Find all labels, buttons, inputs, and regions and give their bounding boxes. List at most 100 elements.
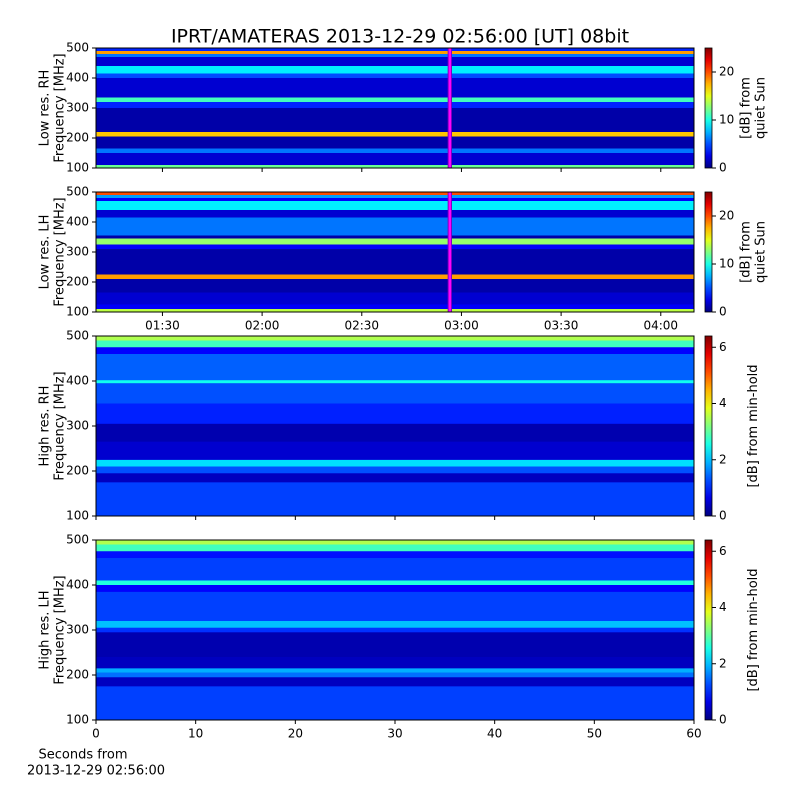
heatmap-band — [96, 677, 694, 687]
heatmap-band — [96, 340, 694, 348]
y-axis-label: High res. RHFrequency [MHz] — [37, 371, 67, 480]
time-marker — [447, 47, 452, 169]
y-axis-label: Low res. RHFrequency [MHz] — [37, 53, 67, 162]
heatmap-band — [96, 73, 694, 78]
heatmap-band — [96, 165, 694, 168]
y-tick-label: 100 — [66, 713, 89, 727]
heatmap-band — [96, 54, 694, 57]
y-tick-label: 200 — [66, 464, 89, 478]
y-tick-label: 500 — [66, 329, 89, 343]
heatmap-band — [96, 51, 694, 54]
heatmap-band — [96, 441, 694, 460]
y-tick-label: 400 — [66, 374, 89, 388]
x-tick-label: 50 — [587, 727, 602, 741]
heatmap-band — [96, 153, 694, 165]
y-tick-label: 300 — [66, 245, 89, 259]
heatmap-band — [96, 132, 694, 137]
heatmap-band — [96, 544, 694, 552]
heatmap-band — [96, 466, 694, 474]
heatmap-band — [96, 621, 694, 628]
y-tick-label: 400 — [66, 578, 89, 592]
heatmap-band — [96, 97, 694, 102]
colorbar-tick-label: 0 — [719, 161, 727, 175]
heatmap-band — [96, 66, 694, 74]
colorbar-tick-label: 6 — [719, 340, 727, 354]
heatmap-band — [96, 210, 694, 218]
x-tick-label: 03:30 — [544, 319, 579, 333]
heatmap-band — [96, 383, 694, 404]
heatmap-band — [96, 217, 694, 236]
heatmap-band — [96, 668, 694, 673]
heatmap-band — [96, 354, 694, 381]
colorbar-label: [dB] fromquiet Sun — [738, 77, 768, 139]
heatmap-band — [96, 585, 694, 592]
heatmap-band — [96, 672, 694, 678]
colorbar-tick-label: 0 — [719, 305, 727, 319]
x-axis-label: Seconds from — [38, 748, 127, 763]
y-tick-label: 500 — [66, 185, 89, 199]
heatmap-band — [96, 274, 694, 279]
colorbar-tick-label: 2 — [719, 656, 727, 670]
y-tick-label: 400 — [66, 71, 89, 85]
y-axis-label: High res. LHFrequency [MHz] — [37, 575, 67, 684]
heatmap-band — [96, 195, 694, 198]
heatmap-band — [96, 136, 694, 149]
heatmap-band — [96, 657, 694, 669]
heatmap-band — [96, 108, 694, 132]
time-marker — [447, 191, 452, 313]
x-tick-label: 03:00 — [444, 319, 479, 333]
heatmap-band — [96, 304, 694, 309]
x-tick-label: 01:30 — [145, 319, 180, 333]
x-tick-label: 20 — [288, 727, 303, 741]
heatmap-band — [96, 78, 694, 98]
heatmap-band — [96, 292, 694, 305]
x-tick-label: 04:00 — [643, 319, 678, 333]
colorbar-label: [dB] from min-hold — [746, 364, 761, 487]
y-tick-label: 300 — [66, 623, 89, 637]
x-tick-label: 02:30 — [344, 319, 379, 333]
x-tick-label: 10 — [188, 727, 203, 741]
colorbar — [704, 539, 713, 721]
colorbar-tick-label: 4 — [719, 600, 727, 614]
y-tick-label: 100 — [66, 509, 89, 523]
colorbar — [704, 47, 713, 169]
colorbar-tick-label: 6 — [719, 544, 727, 558]
heatmap-band — [96, 423, 694, 442]
heatmap-band — [96, 686, 694, 720]
x-axis-label: 2013-12-29 02:56:00 — [27, 764, 165, 779]
heatmap-band — [96, 336, 694, 341]
heatmap-band — [96, 148, 694, 153]
heatmap-band — [96, 244, 694, 249]
heatmap-band — [96, 403, 694, 424]
colorbar-tick-label: 20 — [719, 65, 734, 79]
y-tick-label: 300 — [66, 101, 89, 115]
heatmap-band — [96, 238, 694, 245]
heatmap-band — [96, 558, 694, 581]
heatmap-band — [96, 627, 694, 633]
y-tick-label: 300 — [66, 419, 89, 433]
y-tick-label: 200 — [66, 275, 89, 289]
colorbar-tick-label: 10 — [719, 113, 734, 127]
heatmap-band — [96, 551, 694, 558]
heatmap-band — [96, 192, 694, 195]
colorbar-tick-label: 10 — [719, 257, 734, 271]
y-tick-label: 200 — [66, 668, 89, 682]
heatmap-band — [96, 473, 694, 483]
colorbar-tick-label: 0 — [719, 713, 727, 727]
x-tick-label: 60 — [686, 727, 701, 741]
x-tick-label: 40 — [487, 727, 502, 741]
heatmap-band — [96, 309, 694, 312]
y-tick-label: 400 — [66, 215, 89, 229]
y-tick-label: 500 — [66, 533, 89, 547]
x-tick-label: 02:00 — [245, 319, 280, 333]
y-tick-label: 100 — [66, 305, 89, 319]
heatmap-band — [96, 540, 694, 545]
heatmap-band — [96, 198, 694, 201]
heatmap-band — [96, 201, 694, 210]
colorbar — [704, 335, 713, 517]
colorbar-label: [dB] from min-hold — [746, 568, 761, 691]
colorbar-tick-label: 0 — [719, 509, 727, 523]
heatmap-band — [96, 279, 694, 293]
